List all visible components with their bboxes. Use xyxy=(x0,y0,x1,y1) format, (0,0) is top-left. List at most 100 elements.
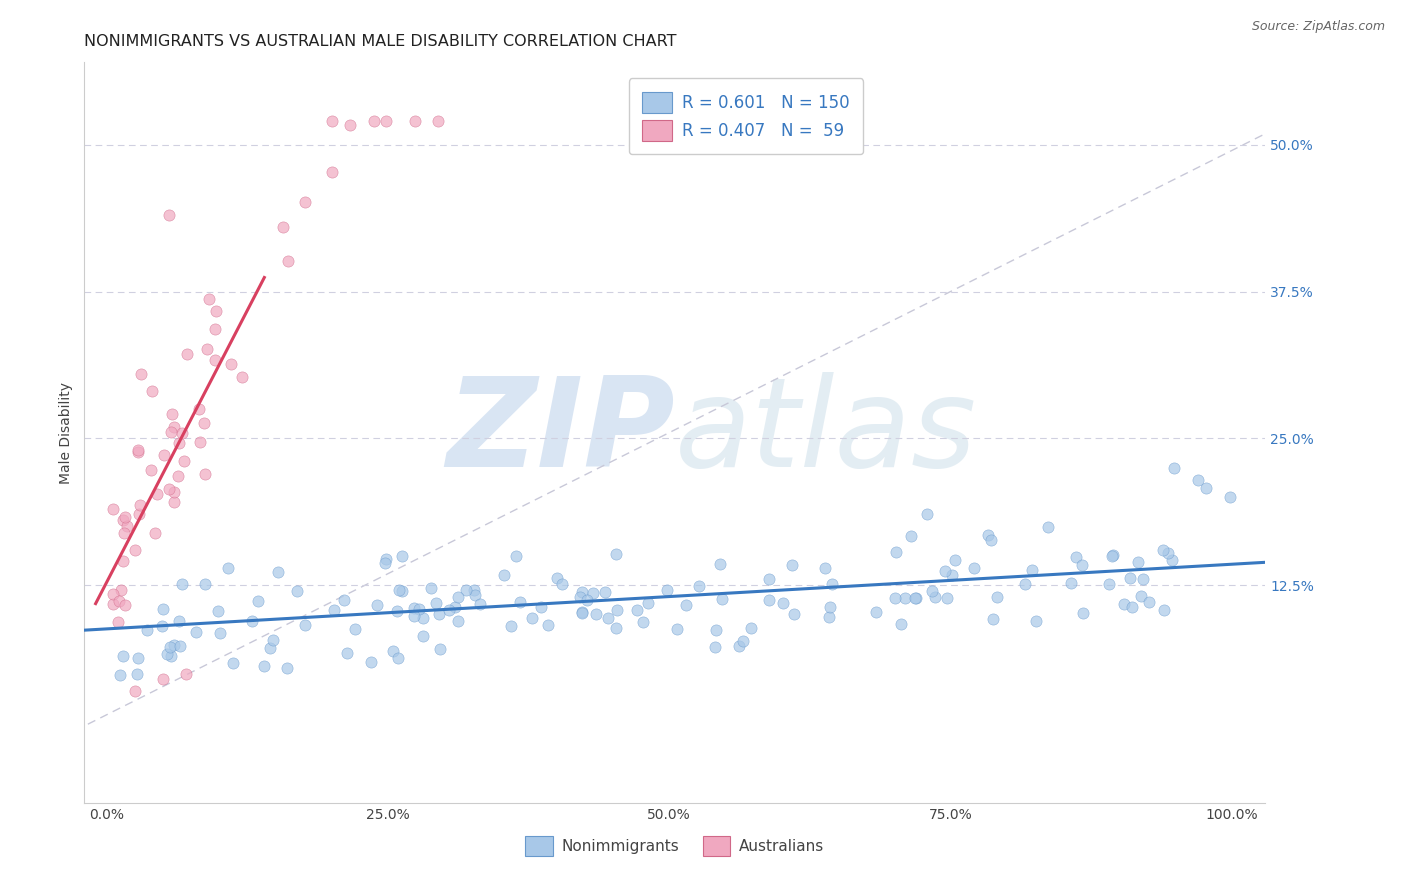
Point xyxy=(163,638,186,652)
Point xyxy=(865,605,887,619)
Point xyxy=(163,419,186,434)
Point xyxy=(112,525,135,540)
Point xyxy=(1060,575,1083,590)
Point xyxy=(637,596,659,610)
Point xyxy=(391,549,413,563)
Point xyxy=(156,648,179,662)
Point xyxy=(143,526,166,541)
Point xyxy=(276,661,298,675)
Point xyxy=(170,426,193,441)
Point xyxy=(571,605,593,619)
Point xyxy=(733,634,755,648)
Point xyxy=(382,644,405,658)
Point xyxy=(107,615,129,630)
Point xyxy=(159,640,181,655)
Point xyxy=(575,592,598,607)
Point xyxy=(758,593,780,607)
Legend: Nonimmigrants, Australians: Nonimmigrants, Australians xyxy=(519,830,831,862)
Point xyxy=(198,292,221,306)
Point xyxy=(388,583,411,598)
Point xyxy=(136,623,159,637)
Point xyxy=(727,640,749,654)
Point xyxy=(157,482,180,496)
Point xyxy=(934,564,956,578)
Point xyxy=(1114,597,1136,611)
Point xyxy=(321,114,343,128)
Point xyxy=(1129,590,1152,604)
Point xyxy=(820,577,842,591)
Point xyxy=(595,585,617,599)
Point xyxy=(1036,520,1059,534)
Point xyxy=(463,582,485,597)
Point xyxy=(187,401,209,416)
Point xyxy=(429,642,451,657)
Point xyxy=(1153,602,1175,616)
Point xyxy=(114,599,136,613)
Point xyxy=(366,599,388,613)
Point xyxy=(141,384,163,399)
Point xyxy=(385,604,408,618)
Point xyxy=(1219,490,1241,504)
Point xyxy=(456,582,478,597)
Point xyxy=(582,586,605,600)
Point xyxy=(112,553,135,567)
Point xyxy=(884,591,907,605)
Text: atlas: atlas xyxy=(675,372,977,493)
Point xyxy=(167,614,190,628)
Point xyxy=(981,612,1004,626)
Point xyxy=(323,603,346,617)
Point xyxy=(1132,573,1154,587)
Point xyxy=(818,600,841,615)
Point xyxy=(585,607,607,622)
Point xyxy=(174,666,197,681)
Point xyxy=(294,195,316,210)
Point xyxy=(163,485,186,500)
Point xyxy=(167,469,190,483)
Point xyxy=(208,626,231,640)
Point xyxy=(194,577,217,591)
Point xyxy=(412,629,434,643)
Point xyxy=(242,614,264,628)
Point xyxy=(344,622,367,636)
Point xyxy=(110,582,132,597)
Point xyxy=(114,510,136,524)
Point xyxy=(115,519,138,533)
Point xyxy=(499,619,522,633)
Point xyxy=(112,649,135,664)
Point xyxy=(626,603,648,617)
Point xyxy=(160,407,183,421)
Point xyxy=(127,651,149,665)
Point xyxy=(740,621,762,635)
Point xyxy=(1121,599,1143,614)
Point xyxy=(170,577,193,591)
Point xyxy=(704,640,727,654)
Point xyxy=(247,594,270,608)
Point xyxy=(1163,461,1185,475)
Point xyxy=(127,443,149,458)
Point xyxy=(1025,614,1047,628)
Point xyxy=(1102,548,1125,562)
Point xyxy=(339,118,361,132)
Point xyxy=(139,463,162,477)
Point xyxy=(110,668,132,682)
Point xyxy=(605,548,627,562)
Point xyxy=(509,594,531,608)
Point xyxy=(522,611,544,625)
Point xyxy=(780,558,803,573)
Point xyxy=(571,607,593,621)
Point xyxy=(375,114,398,128)
Point xyxy=(758,572,780,586)
Point xyxy=(657,582,679,597)
Point xyxy=(884,545,907,559)
Point xyxy=(427,607,450,621)
Point xyxy=(188,434,211,449)
Y-axis label: Male Disability: Male Disability xyxy=(59,382,73,483)
Point xyxy=(936,591,959,606)
Point xyxy=(814,561,837,575)
Point xyxy=(1118,571,1140,585)
Point xyxy=(1070,558,1092,572)
Point xyxy=(129,367,152,381)
Point xyxy=(217,560,239,574)
Point xyxy=(709,557,731,571)
Point xyxy=(1161,553,1184,567)
